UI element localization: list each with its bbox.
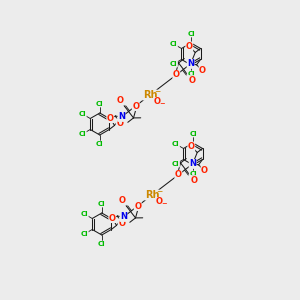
Text: O: O <box>134 202 141 211</box>
Text: O: O <box>119 196 126 205</box>
Text: Cl: Cl <box>172 141 179 147</box>
Text: O: O <box>155 197 163 206</box>
Text: N: N <box>189 159 196 168</box>
Text: Cl: Cl <box>81 231 88 237</box>
Text: O: O <box>201 166 208 175</box>
Text: Cl: Cl <box>98 201 106 207</box>
Text: Cl: Cl <box>170 41 178 47</box>
Text: Cl: Cl <box>81 211 88 217</box>
Text: Cl: Cl <box>170 61 178 67</box>
Text: O: O <box>173 70 180 79</box>
Text: N: N <box>187 59 194 68</box>
Text: −: − <box>156 189 162 195</box>
Text: Cl: Cl <box>187 71 195 77</box>
Text: O: O <box>190 176 197 184</box>
Text: N: N <box>120 212 127 221</box>
Text: −: − <box>154 89 160 95</box>
Text: Cl: Cl <box>96 141 103 147</box>
Text: Cl: Cl <box>79 111 86 117</box>
Text: O: O <box>154 98 160 106</box>
Text: O: O <box>116 119 123 128</box>
Text: Cl: Cl <box>172 161 179 167</box>
Text: O: O <box>188 76 195 85</box>
Text: Cl: Cl <box>189 171 197 177</box>
Text: O: O <box>199 66 206 75</box>
Text: O: O <box>109 214 116 223</box>
Text: O: O <box>132 101 139 110</box>
Text: −: − <box>159 101 165 107</box>
Text: O: O <box>107 114 114 123</box>
Text: Cl: Cl <box>79 131 86 137</box>
Text: O: O <box>118 219 125 228</box>
Text: N: N <box>118 112 125 122</box>
Text: O: O <box>117 96 124 105</box>
Text: O: O <box>186 42 193 51</box>
Text: O: O <box>188 142 195 151</box>
Text: Rh: Rh <box>143 90 157 100</box>
Text: Cl: Cl <box>98 241 106 247</box>
Text: Cl: Cl <box>189 131 197 137</box>
Text: −: − <box>161 201 167 207</box>
Text: Cl: Cl <box>96 101 103 107</box>
Text: Cl: Cl <box>187 31 195 37</box>
Text: Rh: Rh <box>145 190 159 200</box>
Text: O: O <box>175 170 182 179</box>
